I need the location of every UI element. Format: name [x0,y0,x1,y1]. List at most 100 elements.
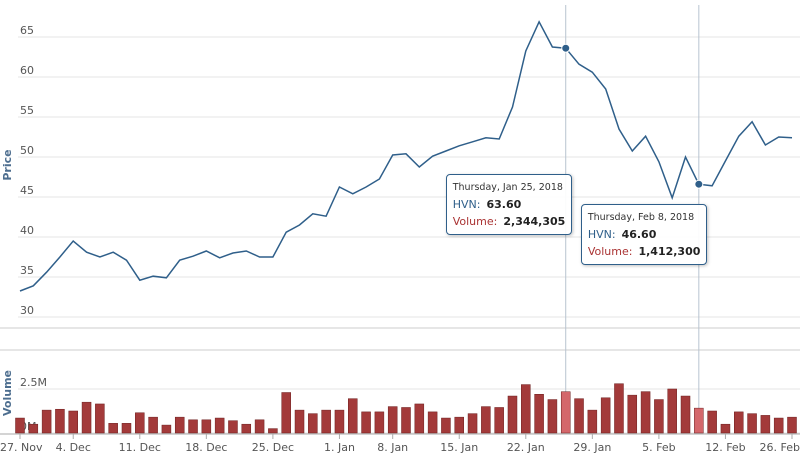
tooltip-row: Volume 1,412,300 [588,243,701,260]
volume-bar [161,424,172,434]
hover-point [561,43,571,53]
volume-bar [41,409,52,434]
tooltip-date: Thursday, Jan 25, 2018 [452,182,563,194]
y-tick-label: 50 [20,144,34,157]
volume-bar [414,403,425,434]
x-tick-label: 25. Dec [252,441,294,454]
volume-bar [627,394,638,434]
volume-bar [121,423,132,434]
tooltip-series: Volume [453,215,498,228]
volume-bar [28,423,39,434]
volume-bar [401,407,411,434]
tooltip-value: 46.60 [621,228,657,242]
volume-bar [228,420,238,434]
volume-bar [321,409,331,434]
x-tick-label: 4. Dec [56,441,91,454]
volume-bar [241,423,252,434]
y-tick-label: 45 [20,184,34,197]
volume-bar [15,417,25,434]
volume-bar [268,428,278,434]
volume-bar [481,406,491,434]
volume-bar [614,383,624,434]
volume-bar [654,399,664,434]
x-tick-label: 8. Jan [377,441,408,454]
volume-bar [374,411,385,434]
volume-bar [720,423,731,434]
x-tick-label: 11. Dec [119,441,161,454]
volume-bar [214,417,225,434]
hover-point [694,179,704,189]
tooltip-value: 1,412,300 [638,245,701,259]
tooltip-series: HVN [588,228,616,241]
volume-bar [387,406,398,434]
volume-bar [494,407,504,434]
y-tick-label: 55 [20,104,34,117]
volume-bar [95,403,105,434]
x-tick-label: 26. Feb [760,441,800,454]
volume-bar [135,412,145,434]
volume-bar [680,395,691,434]
x-tick-label: 1. Jan [324,441,355,454]
volume-bar [454,416,464,434]
volume-bar [521,384,531,434]
x-tick-label: 5. Feb [642,441,675,454]
x-tick-label: 22. Jan [507,441,545,454]
volume-bar [734,411,744,434]
y-tick-label: 60 [20,64,34,77]
volume-bar [587,409,598,434]
volume-bar [760,415,771,434]
volume-bar [148,416,158,434]
volume-bar [348,398,358,434]
volume-bar [534,394,544,434]
volume-bar [68,410,78,434]
volume-bar [201,419,212,434]
y2-axis-title: Volume [1,370,14,416]
volume-bar [707,410,717,434]
x-tick-label: 29. Jan [573,441,611,454]
y-axis-title: Price [1,149,14,180]
volume-bar [427,411,438,434]
volume-bar [747,413,757,434]
volume-bar [294,409,305,434]
y2-tick-label: 2.5M [20,376,47,389]
tooltip-row: HVN 46.60 [588,226,701,243]
volume-bar [55,408,65,434]
volume-bar [773,417,784,434]
volume-bar [81,401,92,434]
volume-bar [560,391,571,434]
volume-bar [667,388,677,434]
tooltip-date: Thursday, Feb 8, 2018 [587,212,695,224]
y-tick-label: 65 [20,24,34,37]
x-tick-label: 12. Feb [705,441,745,454]
y-tick-label: 30 [20,304,34,317]
tooltip-value: 63.60 [486,198,522,212]
x-tick-label: 18. Dec [185,441,227,454]
price-line [19,20,793,292]
x-tick-label: 27. Nov [0,441,43,454]
tooltip-series: Volume [588,245,633,258]
volume-bar [640,391,651,434]
volume-bar [547,399,558,434]
volume-bar [441,417,451,434]
tooltip: Thursday, Jan 25, 2018 HVN 63.60 Volume 2,34… [445,174,573,236]
volume-bar [188,419,198,434]
tooltip: Thursday, Feb 8, 2018 HVN 46.60 Volume 1,412… [580,204,708,266]
volume-bar [108,423,118,434]
y-tick-label: 40 [20,224,34,237]
volume-bar [281,392,291,434]
volume-bar [694,407,704,434]
volume-bar [308,413,318,434]
volume-bar [174,416,185,434]
volume-bar [254,419,265,434]
tooltip-row: HVN 63.60 [453,196,566,213]
volume-bar [574,398,584,434]
volume-bar [600,397,611,434]
x-tick-label: 15. Jan [440,441,478,454]
volume-bar [334,409,345,434]
volume-bar [467,413,478,434]
volume-bar [507,395,518,434]
tooltip-series: HVN [453,198,481,211]
volume-bar [361,411,371,434]
volume-bar [787,416,797,434]
